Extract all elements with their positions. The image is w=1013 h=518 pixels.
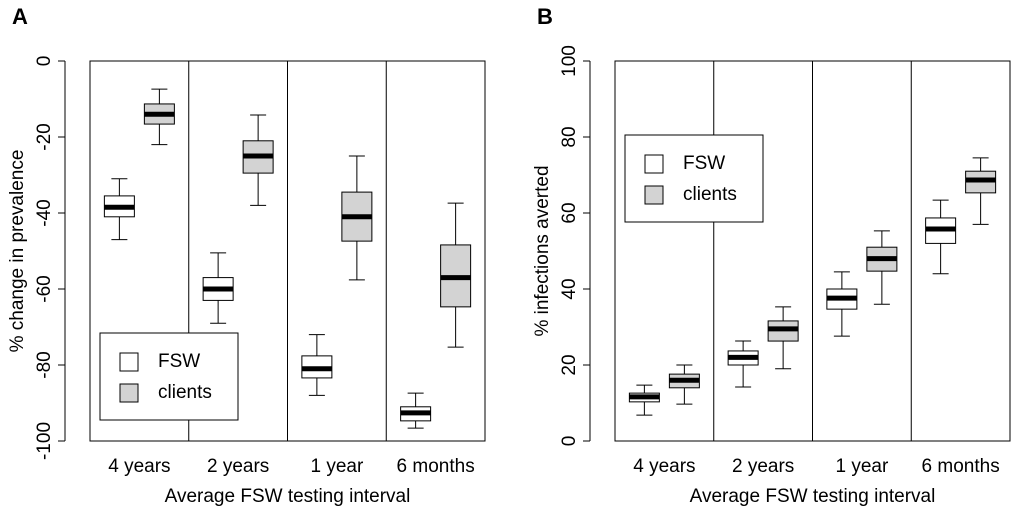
y-axis-label: % change in prevalence [7,150,28,353]
x-tick-label: 6 months [397,456,475,477]
x-tick-label: 2 years [207,456,269,477]
x-axis-label: Average FSW testing interval [165,486,411,507]
legend-label: FSW [683,153,725,174]
x-tick-label: 1 year [310,456,363,477]
y-tick-label: 20 [559,354,580,375]
y-tick-label: -100 [34,422,55,460]
legend-label: clients [158,382,212,403]
y-tick-label: -40 [34,199,55,226]
legend-swatch [119,352,139,372]
panel-label: B [537,4,553,29]
y-tick-label: -60 [34,275,55,302]
legend-label: clients [683,184,737,205]
legend-frame [624,134,764,223]
y-tick-label: 60 [559,202,580,223]
legend-swatch [644,185,664,205]
x-axis-label: Average FSW testing interval [690,486,936,507]
legend-label: FSW [158,351,200,372]
y-tick-label: 40 [559,278,580,299]
x-tick-label: 1 year [835,456,888,477]
x-tick-label: 4 years [633,456,695,477]
x-tick-label: 2 years [732,456,794,477]
x-tick-label: 6 months [922,456,1000,477]
y-axis-label: % infections averted [532,165,553,336]
y-tick-label: -20 [34,123,55,150]
panel-label: A [12,4,28,29]
legend-frame [99,332,239,421]
x-tick-label: 4 years [108,456,170,477]
legend-swatch [119,383,139,403]
y-tick-label: 100 [559,45,580,77]
legend-swatch [644,154,664,174]
y-tick-label: 0 [34,56,55,67]
y-tick-label: -80 [34,351,55,378]
y-tick-label: 0 [559,436,580,447]
y-tick-label: 80 [559,126,580,147]
